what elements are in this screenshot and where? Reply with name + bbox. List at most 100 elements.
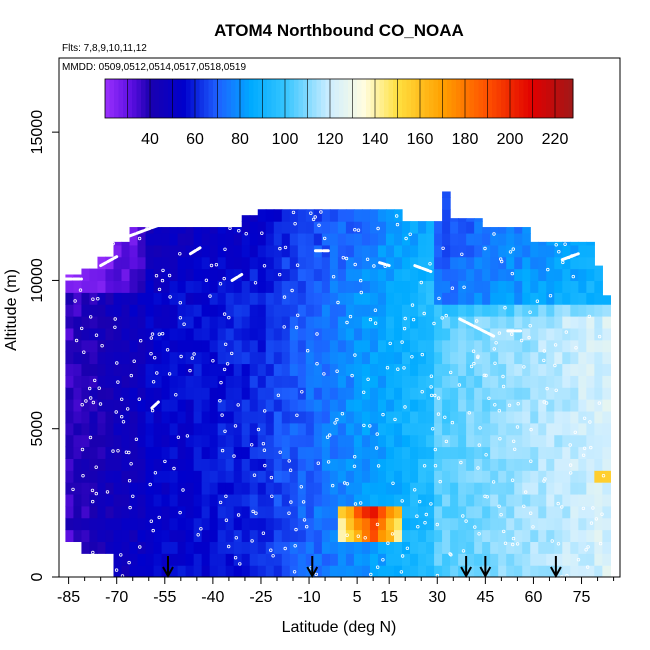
heatmap-cell bbox=[209, 339, 219, 353]
heatmap-cell bbox=[562, 434, 571, 448]
heatmap-cell bbox=[97, 256, 107, 270]
heatmap-cell bbox=[281, 304, 291, 317]
heatmap-cell bbox=[530, 434, 539, 448]
heatmap-cell bbox=[105, 280, 115, 293]
heatmap-cell bbox=[490, 280, 499, 293]
heatmap-cell bbox=[273, 458, 283, 471]
heatmap-cell bbox=[570, 493, 579, 507]
heatmap-cell bbox=[273, 541, 283, 554]
heatmap-cell bbox=[129, 339, 139, 353]
sample-point bbox=[97, 386, 101, 390]
heatmap-cell bbox=[586, 434, 595, 448]
sample-point bbox=[263, 409, 267, 413]
heatmap-cell bbox=[121, 292, 131, 305]
heatmap-cell bbox=[289, 232, 299, 246]
heatmap-cell bbox=[225, 541, 235, 554]
heatmap-cell bbox=[377, 316, 387, 329]
heatmap-cell bbox=[233, 517, 243, 531]
heatmap-cell bbox=[281, 280, 291, 293]
heatmap-cell bbox=[482, 327, 491, 341]
heatmap-cell bbox=[450, 232, 459, 246]
heatmap-cell bbox=[377, 470, 387, 483]
heatmap-cell bbox=[233, 280, 243, 293]
heatmap-cell bbox=[345, 327, 355, 341]
sample-point bbox=[227, 315, 231, 320]
heatmap-cell bbox=[257, 292, 267, 305]
heatmap-cell bbox=[530, 316, 539, 329]
heatmap-cell bbox=[321, 375, 331, 388]
heatmap-cell bbox=[562, 565, 571, 577]
heatmap-cell bbox=[353, 434, 363, 448]
heatmap-cell bbox=[554, 470, 563, 483]
heatmap-cell bbox=[113, 541, 123, 554]
heatmap-cell bbox=[209, 565, 219, 577]
colorbar-segment bbox=[186, 79, 191, 118]
heatmap-cell bbox=[410, 422, 419, 436]
heatmap-cell bbox=[369, 446, 379, 459]
heatmap-cell bbox=[217, 339, 227, 353]
heatmap-cell bbox=[321, 553, 331, 566]
heatmap-cell bbox=[177, 541, 187, 554]
sample-point bbox=[568, 463, 573, 467]
heatmap-cell bbox=[169, 268, 179, 282]
heatmap-cell bbox=[337, 256, 347, 270]
heatmap-cell bbox=[538, 446, 547, 459]
heatmap-cell bbox=[466, 434, 475, 448]
heatmap-cell bbox=[394, 232, 403, 246]
heatmap-cell bbox=[554, 517, 563, 531]
heatmap-cell bbox=[121, 399, 131, 412]
colorbar-segment bbox=[532, 79, 538, 118]
heatmap-cell bbox=[538, 280, 547, 293]
heatmap-cell bbox=[490, 434, 499, 448]
heatmap-cell bbox=[418, 339, 427, 353]
heatmap-cell bbox=[73, 434, 83, 448]
heatmap-cell bbox=[530, 422, 539, 436]
heatmap-cell bbox=[353, 363, 363, 376]
colorbar-segment bbox=[168, 79, 173, 118]
sample-point bbox=[218, 500, 223, 505]
heatmap-cell bbox=[65, 410, 75, 424]
heatmap-cell bbox=[394, 493, 403, 507]
sample-point bbox=[341, 256, 345, 260]
heatmap-cell bbox=[562, 505, 571, 519]
heatmap-cell bbox=[185, 505, 195, 519]
heatmap-cell bbox=[546, 327, 555, 341]
heatmap-cell bbox=[498, 339, 507, 353]
heatmap-cell bbox=[145, 363, 155, 376]
sample-point bbox=[522, 365, 526, 369]
heatmap-cell bbox=[113, 410, 123, 424]
sample-point bbox=[331, 483, 335, 488]
heatmap-cell bbox=[201, 232, 211, 246]
heatmap-cell bbox=[466, 280, 475, 293]
sample-point bbox=[584, 548, 588, 552]
heatmap-cell bbox=[233, 541, 243, 554]
heatmap-cell bbox=[289, 304, 299, 317]
heatmap-cell bbox=[506, 422, 515, 436]
heatmap-cell bbox=[434, 292, 443, 305]
heatmap-cell bbox=[385, 541, 395, 554]
sample-point bbox=[471, 349, 476, 353]
sample-point bbox=[73, 299, 77, 303]
sample-point bbox=[499, 257, 503, 261]
sample-point bbox=[313, 215, 317, 219]
heatmap-cell bbox=[233, 434, 243, 448]
sample-point bbox=[120, 574, 125, 577]
sample-point bbox=[359, 278, 363, 283]
heatmap-cell bbox=[257, 517, 267, 531]
heatmap-cell bbox=[498, 434, 507, 448]
heatmap-cell bbox=[570, 482, 579, 495]
sample-point bbox=[336, 300, 340, 305]
heatmap-cell bbox=[97, 268, 107, 282]
heatmap-cell bbox=[273, 209, 283, 222]
heatmap-cell bbox=[426, 292, 435, 305]
heatmap-cell bbox=[506, 553, 515, 566]
heatmap-cell bbox=[281, 256, 291, 270]
heatmap-cell bbox=[514, 339, 523, 353]
heatmap-cell bbox=[385, 316, 395, 329]
heatmap-cell bbox=[281, 422, 291, 436]
sample-point bbox=[591, 506, 595, 510]
heatmap-cell bbox=[65, 434, 75, 448]
heatmap-cell bbox=[105, 410, 115, 424]
colorbar-segment bbox=[244, 79, 250, 118]
sample-point bbox=[218, 399, 222, 403]
